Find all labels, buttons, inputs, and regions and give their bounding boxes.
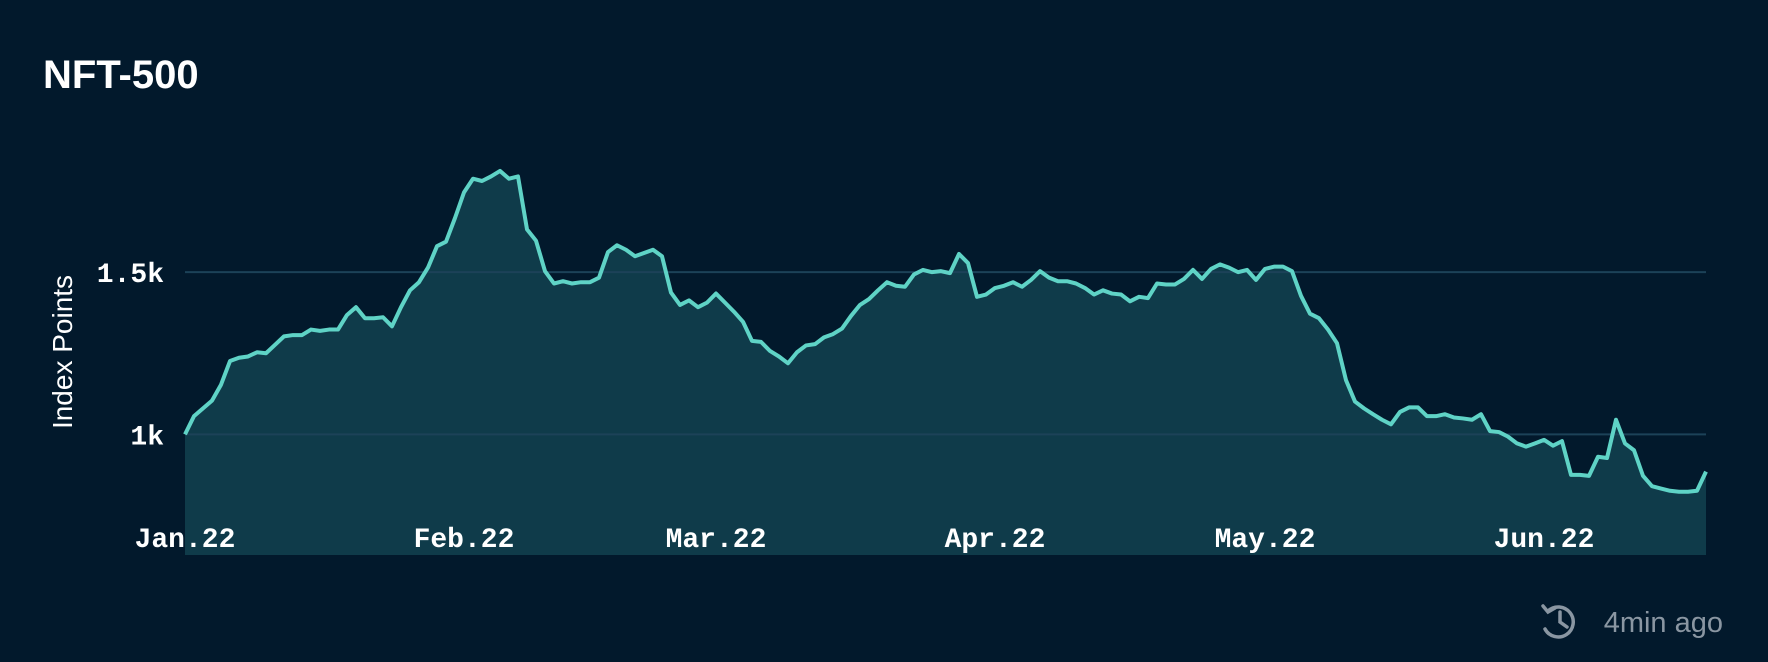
chart-title: NFT-500 [43, 53, 199, 97]
x-tick-label: Apr.22 [945, 525, 1046, 556]
y-tick-label: 1.5k [97, 260, 164, 291]
clock-arrow [1541, 604, 1557, 615]
updated-label: 4min ago [1604, 607, 1723, 639]
clock-icon [1541, 604, 1575, 639]
y-axis-label: Index Points [47, 275, 78, 429]
x-tick-label: Jun.22 [1494, 525, 1595, 556]
clock-hands [1558, 610, 1569, 629]
line [183, 168, 1708, 494]
x-tick-label: Feb.22 [414, 525, 515, 556]
clock-arc [1543, 605, 1575, 639]
area [185, 170, 1706, 556]
x-tick-label: Mar.22 [666, 525, 767, 556]
x-tick-label: Jan.22 [135, 525, 236, 556]
y-tick-label: 1k [130, 422, 164, 453]
x-tick-label: May.22 [1215, 525, 1316, 556]
